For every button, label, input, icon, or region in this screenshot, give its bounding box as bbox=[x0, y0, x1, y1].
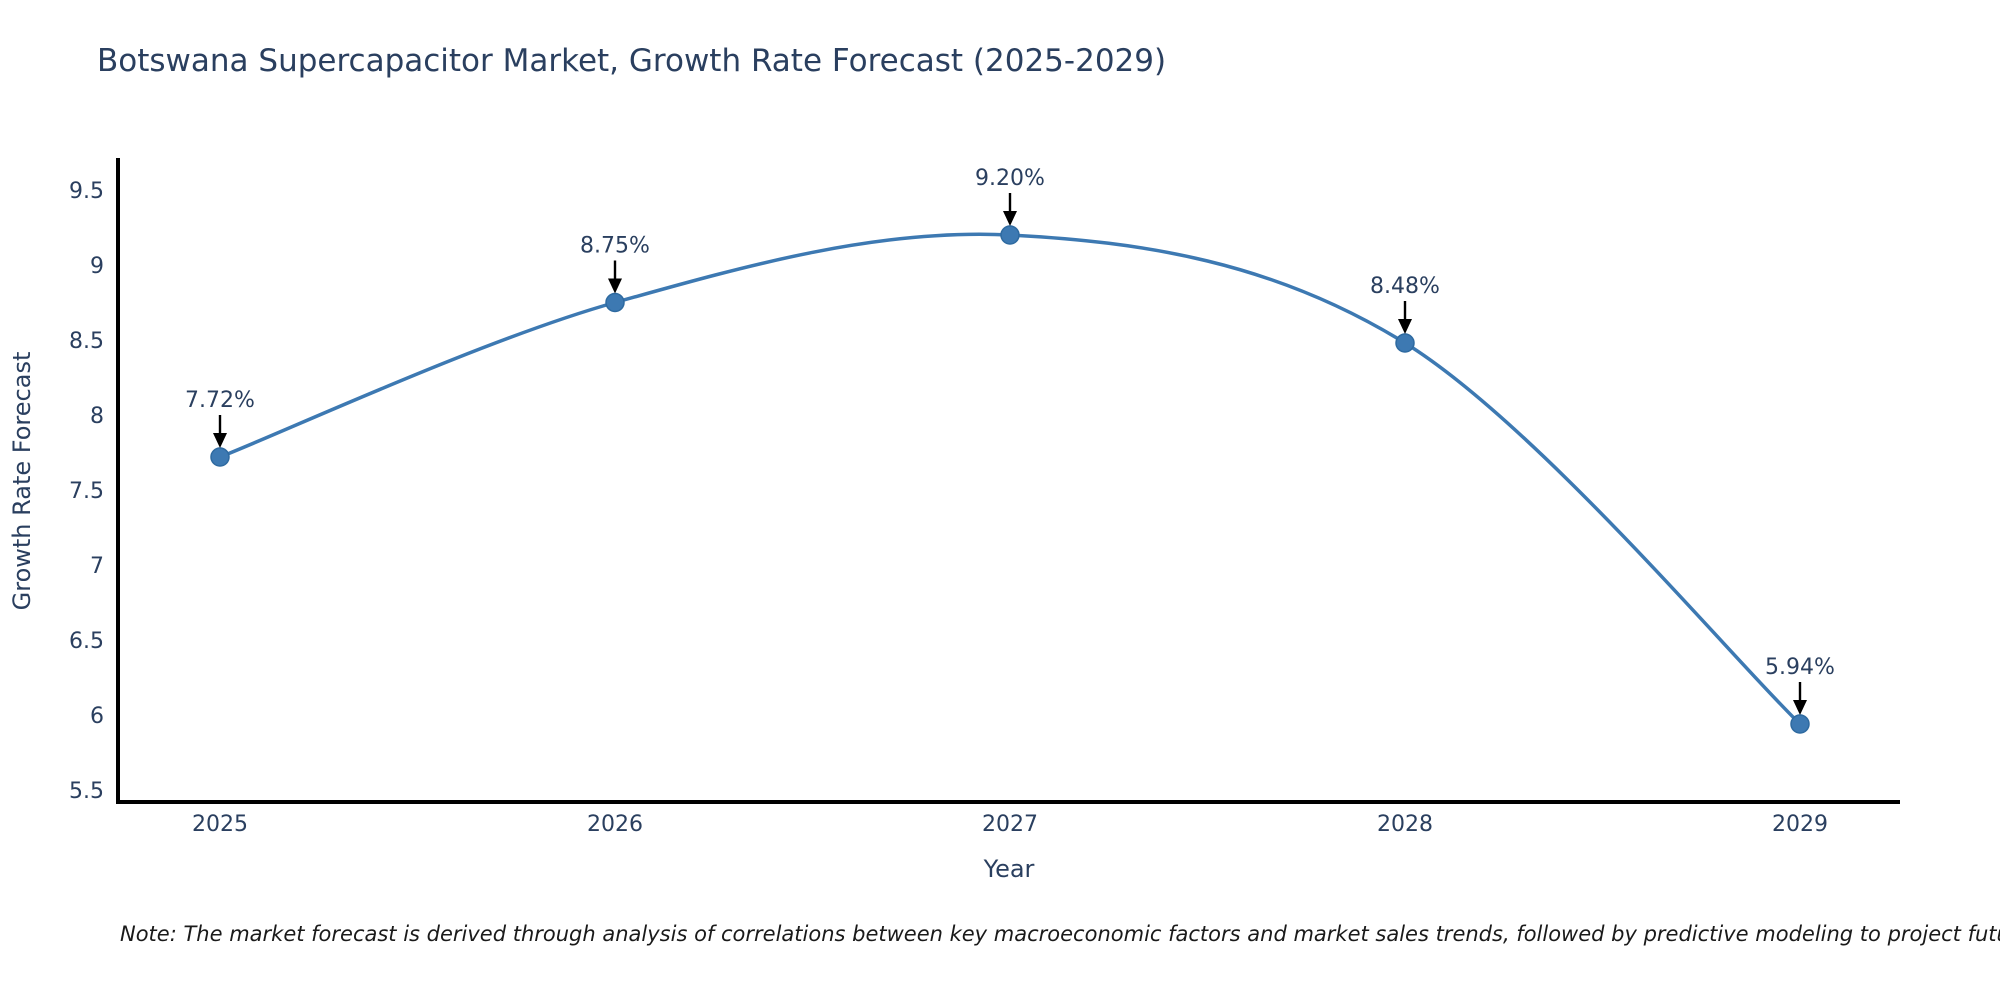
annotation-arrow-head bbox=[1398, 319, 1412, 334]
data-point-marker[interactable] bbox=[1790, 714, 1810, 734]
y-axis-title: Growth Rate Forecast bbox=[8, 352, 36, 611]
x-tick-label: 2027 bbox=[982, 812, 1038, 837]
plot-area[interactable] bbox=[120, 158, 1900, 802]
y-tick-label: 7.5 bbox=[69, 479, 104, 504]
x-tick-label: 2028 bbox=[1377, 812, 1433, 837]
point-annotations: 7.72% 8.75% 9.20% 8.48% 5.94% bbox=[185, 166, 1835, 715]
y-tick-label: 9.5 bbox=[69, 179, 104, 204]
x-axis-tick-labels: 2025 2026 2027 2028 2029 bbox=[192, 812, 1828, 837]
y-tick-label: 6.5 bbox=[69, 629, 104, 654]
y-tick-label: 8 bbox=[90, 404, 104, 429]
point-value-label: 5.94% bbox=[1765, 655, 1835, 680]
chart-footnote: Note: The market forecast is derived thr… bbox=[120, 922, 2000, 946]
chart-title: Botswana Supercapacitor Market, Growth R… bbox=[97, 43, 1166, 79]
point-value-label: 7.72% bbox=[185, 388, 255, 413]
data-point-marker[interactable] bbox=[605, 292, 625, 313]
data-series bbox=[210, 225, 1810, 734]
annotation-arrow-head bbox=[1003, 211, 1017, 226]
y-tick-label: 9 bbox=[90, 254, 104, 279]
x-tick-label: 2026 bbox=[587, 812, 643, 837]
point-value-label: 8.75% bbox=[580, 234, 650, 259]
annotation-arrow-head bbox=[213, 433, 227, 448]
y-tick-label: 7 bbox=[90, 554, 104, 579]
y-axis-tick-labels: 5.5 6 6.5 7 7.5 8 8.5 9 9.5 bbox=[69, 179, 104, 804]
data-point-marker[interactable] bbox=[1000, 225, 1020, 245]
annotation-arrow-head bbox=[1793, 700, 1807, 715]
y-tick-label: 5.5 bbox=[69, 779, 104, 804]
data-point-marker[interactable] bbox=[1395, 333, 1415, 353]
x-tick-label: 2025 bbox=[192, 812, 248, 837]
y-tick-label: 6 bbox=[90, 704, 104, 729]
x-axis-title: Year bbox=[983, 855, 1035, 883]
y-tick-label: 8.5 bbox=[69, 329, 104, 354]
point-value-label: 8.48% bbox=[1370, 274, 1440, 299]
annotation-arrow-head bbox=[608, 278, 622, 294]
data-point-marker[interactable] bbox=[210, 447, 230, 467]
point-value-label: 9.20% bbox=[975, 166, 1045, 191]
x-tick-label: 2029 bbox=[1772, 812, 1828, 837]
